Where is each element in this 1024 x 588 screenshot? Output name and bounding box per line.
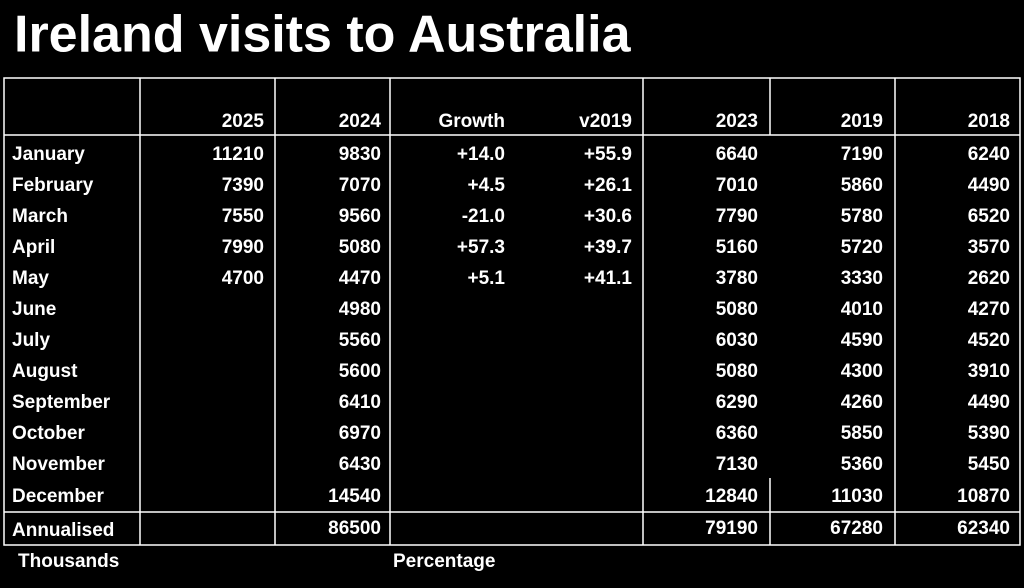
row-label: October xyxy=(12,423,85,444)
footer-note: Thousands xyxy=(18,551,119,572)
cell: 5560 xyxy=(339,330,381,351)
column-header: v2019 xyxy=(579,111,632,132)
cell: 7190 xyxy=(841,144,883,165)
cell: 4470 xyxy=(339,268,381,289)
cell: 4490 xyxy=(968,175,1010,196)
row-label: June xyxy=(12,299,56,320)
cell: 5360 xyxy=(841,454,883,475)
cell: 9830 xyxy=(339,144,381,165)
cell: +14.0 xyxy=(457,144,505,165)
cell: 4590 xyxy=(841,330,883,351)
cell: +57.3 xyxy=(457,237,505,258)
cell: 4520 xyxy=(968,330,1010,351)
cell: 67280 xyxy=(830,518,883,539)
cell: 7010 xyxy=(716,175,758,196)
cell: 11210 xyxy=(212,144,264,165)
cell: 6410 xyxy=(339,392,381,413)
cell: 7070 xyxy=(339,175,381,196)
cell: 2620 xyxy=(968,268,1010,289)
footer-note: Percentage xyxy=(393,551,495,572)
cell: 5080 xyxy=(339,237,381,258)
cell: 3570 xyxy=(968,237,1010,258)
cell: 7790 xyxy=(716,206,758,227)
cell: +5.1 xyxy=(467,268,505,289)
column-header: Growth xyxy=(439,111,506,132)
cell: 5860 xyxy=(841,175,883,196)
row-label: February xyxy=(12,175,94,196)
cell: +39.7 xyxy=(584,237,632,258)
cell: 6240 xyxy=(968,144,1010,165)
cell: +4.5 xyxy=(467,175,505,196)
cell: 12840 xyxy=(705,486,758,507)
cell: 11030 xyxy=(831,486,883,507)
cell: 4490 xyxy=(968,392,1010,413)
cell: 5390 xyxy=(968,423,1010,444)
cell: 3780 xyxy=(716,268,758,289)
cell: 4260 xyxy=(841,392,883,413)
column-header: 2023 xyxy=(716,111,758,132)
cell: 4270 xyxy=(968,299,1010,320)
row-label: September xyxy=(12,392,111,413)
row-label: March xyxy=(12,206,68,227)
row-label: Annualised xyxy=(12,520,114,541)
column-header: 2025 xyxy=(222,111,265,132)
cell: 3910 xyxy=(968,361,1010,382)
cell: 4980 xyxy=(339,299,381,320)
cell: 7550 xyxy=(222,206,264,227)
cell: 5080 xyxy=(716,299,758,320)
cell: 5780 xyxy=(841,206,883,227)
cell: 6970 xyxy=(339,423,381,444)
cell: 5850 xyxy=(841,423,883,444)
cell: 7390 xyxy=(222,175,264,196)
row-label: November xyxy=(12,454,106,475)
cell: 5720 xyxy=(841,237,883,258)
row-label: December xyxy=(12,486,104,507)
cell: 6360 xyxy=(716,423,758,444)
column-header: 2024 xyxy=(339,111,382,132)
cell: +30.6 xyxy=(584,206,632,227)
cell: +55.9 xyxy=(584,144,632,165)
cell: 4300 xyxy=(841,361,883,382)
cell: 4010 xyxy=(841,299,883,320)
cell: 3330 xyxy=(841,268,883,289)
cell: 9560 xyxy=(339,206,381,227)
cell: +41.1 xyxy=(584,268,633,289)
cell: 7130 xyxy=(716,454,758,475)
row-label: January xyxy=(12,144,85,165)
cell: 79190 xyxy=(705,518,758,539)
column-header: 2018 xyxy=(968,111,1010,132)
cell: 6030 xyxy=(716,330,758,351)
cell: 6640 xyxy=(716,144,758,165)
title: Ireland visits to Australia xyxy=(14,6,632,64)
cell: 6430 xyxy=(339,454,381,475)
row-label: August xyxy=(12,361,78,382)
cell: +26.1 xyxy=(584,175,633,196)
cell: 6520 xyxy=(968,206,1010,227)
column-header: 2019 xyxy=(841,111,883,132)
cell: 14540 xyxy=(328,486,381,507)
table-frame xyxy=(3,77,1021,546)
cell: 7990 xyxy=(222,237,264,258)
cell: -21.0 xyxy=(462,206,505,227)
row-label: April xyxy=(12,237,55,258)
cell: 5080 xyxy=(716,361,758,382)
row-label: May xyxy=(12,268,49,289)
cell: 62340 xyxy=(957,518,1010,539)
cell: 5450 xyxy=(968,454,1010,475)
cell: 10870 xyxy=(957,486,1010,507)
cell: 4700 xyxy=(222,268,264,289)
cell: 5160 xyxy=(716,237,758,258)
row-label: July xyxy=(12,330,50,351)
cell: 86500 xyxy=(328,518,381,539)
cell: 6290 xyxy=(716,392,758,413)
cell: 5600 xyxy=(339,361,381,382)
